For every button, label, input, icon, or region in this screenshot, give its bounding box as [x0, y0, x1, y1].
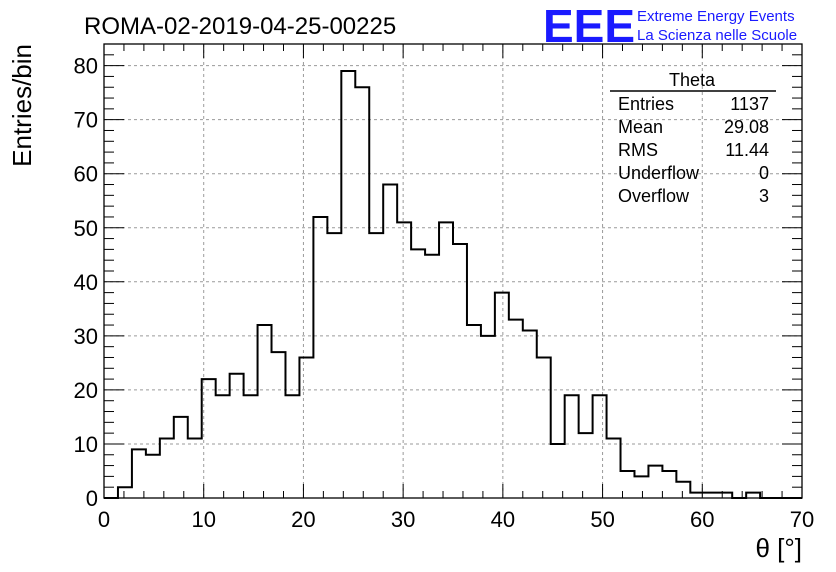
y-tick-label: 70	[74, 108, 98, 133]
y-tick-labels: 0 10 20 30 40 50 60 70 80	[74, 54, 98, 511]
x-axis-label: θ [°]	[755, 533, 802, 563]
x-tick-label: 40	[491, 507, 515, 532]
y-tick-label: 50	[74, 216, 98, 241]
stats-label: Overflow	[618, 186, 690, 206]
y-tick-label: 40	[74, 270, 98, 295]
stats-value: 3	[759, 186, 769, 206]
x-tick-label: 0	[98, 507, 110, 532]
stats-value: 29.08	[724, 117, 769, 137]
stats-label: RMS	[618, 140, 658, 160]
stats-value: 1137	[730, 94, 769, 114]
y-tick-label: 0	[86, 486, 98, 511]
chart-title: ROMA-02-2019-04-25-00225	[84, 13, 396, 40]
logo-line-2: La Scienza nelle Scuole	[637, 27, 797, 44]
stats-value: 0	[759, 163, 769, 183]
stats-label: Mean	[618, 117, 663, 137]
histogram-outline	[104, 70, 802, 499]
y-tick-label: 30	[74, 324, 98, 349]
y-tick-label: 60	[74, 162, 98, 187]
histogram-series	[104, 70, 802, 499]
x-tick-label: 60	[690, 507, 714, 532]
logo-line-1: Extreme Energy Events	[637, 8, 795, 25]
y-tick-label: 80	[74, 54, 98, 79]
grid	[104, 44, 802, 498]
stats-label: Underflow	[618, 163, 700, 183]
stats-value: 11.44	[725, 140, 769, 160]
x-tick-label: 50	[590, 507, 614, 532]
x-tick-labels: 0 10 20 30 40 50 60 70	[98, 507, 814, 532]
y-tick-label: 10	[74, 432, 98, 457]
x-tick-label: 70	[790, 507, 814, 532]
plot-frame	[103, 43, 803, 499]
y-tick-label: 20	[74, 378, 98, 403]
stats-box: Theta Entries 1137 Mean 29.08 RMS 11.44 Underf…	[610, 70, 776, 206]
x-tick-label: 30	[391, 507, 415, 532]
y-axis-label: Entries/bin	[7, 44, 37, 167]
stats-title: Theta	[669, 70, 716, 90]
eee-logo: EEE	[543, 0, 635, 52]
stats-label: Entries	[618, 94, 674, 114]
x-tick-label: 20	[291, 507, 315, 532]
x-tick-label: 10	[191, 507, 215, 532]
stats-rows: Entries 1137 Mean 29.08 RMS 11.44 Underflow 0 Ov…	[618, 94, 769, 206]
